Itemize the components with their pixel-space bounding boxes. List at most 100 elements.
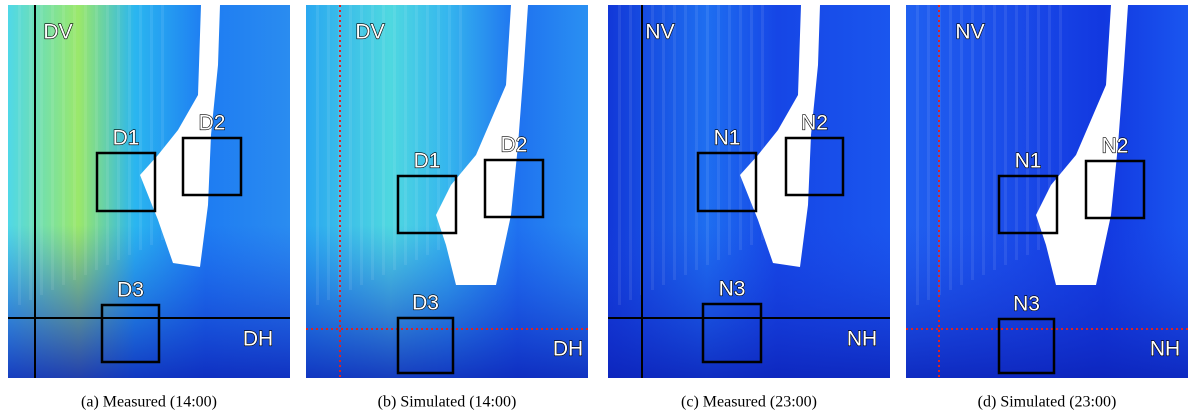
- facade-stripe: [382, 5, 385, 275]
- region-label: N3: [1013, 293, 1040, 316]
- facade-stripe: [128, 5, 131, 255]
- horizontal-line-label: NH: [1150, 338, 1180, 361]
- sky: [436, 5, 528, 285]
- facade-stripe: [29, 5, 32, 300]
- facade-stripe: [404, 5, 407, 265]
- region-label: D2: [501, 134, 528, 157]
- panel: NV NH N1 N2 N3: [906, 5, 1188, 378]
- region-label: D3: [117, 279, 144, 302]
- region-box: [1084, 159, 1146, 220]
- facade-stripe: [662, 5, 665, 285]
- facade-stripe: [629, 5, 632, 300]
- facade-stripe: [949, 5, 952, 290]
- facade-stripe: [448, 5, 451, 245]
- facade-stripe: [960, 5, 963, 285]
- panel: DV DH D1 D2 D3: [306, 5, 588, 378]
- region-box: [483, 158, 545, 219]
- facade-stripe: [40, 5, 43, 295]
- facade-stripe: [1015, 5, 1018, 260]
- ground: [8, 225, 290, 378]
- facade-stripe: [117, 5, 120, 260]
- facade-stripe: [459, 5, 462, 240]
- facade-stripe: [1026, 5, 1029, 255]
- facade-stripe: [993, 5, 996, 270]
- region-label: N2: [1102, 135, 1129, 158]
- ground: [306, 225, 588, 378]
- horizontal-line-label: DH: [553, 338, 583, 361]
- panels: DV DH D1 D2 D3 (a) Measured (14:00) DV DH D1 D2 D3…: [8, 5, 1188, 411]
- facade-stripe: [95, 5, 98, 270]
- caption: (a) Measured (14:00): [81, 394, 217, 411]
- region-box: [701, 302, 763, 364]
- region-box: [396, 316, 455, 375]
- facade-stripe: [437, 5, 440, 250]
- caption: (c) Measured (23:00): [681, 394, 817, 411]
- facade-stripe: [1048, 5, 1051, 245]
- panel: DV DH D1 D2 D3: [8, 5, 290, 378]
- facade-stripe: [106, 5, 109, 265]
- region-label: D3: [412, 292, 439, 315]
- facade-stripe: [415, 5, 418, 260]
- facade-stripe: [360, 5, 363, 285]
- facade-stripe: [684, 5, 687, 275]
- ground: [906, 225, 1188, 378]
- facade-stripe: [673, 5, 676, 280]
- sky: [140, 5, 220, 267]
- facade-stripe: [327, 5, 330, 300]
- facade-stripe: [1059, 5, 1062, 240]
- region-label: D1: [414, 150, 441, 173]
- region-label: D1: [113, 127, 140, 150]
- sky: [1036, 5, 1128, 285]
- vertical-line-label: NV: [955, 21, 984, 44]
- region-label: N1: [1015, 150, 1042, 173]
- facade-stripe: [761, 5, 764, 240]
- region-box: [784, 136, 845, 197]
- facade-stripe: [73, 5, 76, 280]
- facade-stripe: [927, 5, 930, 300]
- caption: (b) Simulated (14:00): [378, 394, 517, 411]
- region-box: [997, 174, 1059, 235]
- facade-stripe: [316, 5, 319, 305]
- region-label: N1: [714, 127, 741, 150]
- facade-stripe: [695, 5, 698, 270]
- facade-stripe: [349, 5, 352, 290]
- region-box: [181, 136, 243, 197]
- region-box: [396, 174, 458, 235]
- region-label: N3: [719, 278, 746, 301]
- facade-stripe: [971, 5, 974, 280]
- facade-stripe: [150, 5, 153, 245]
- facade-stripe: [717, 5, 720, 260]
- vertical-line-label: DV: [43, 21, 72, 44]
- facade-stripe: [982, 5, 985, 275]
- facade-stripe: [1004, 5, 1007, 265]
- region-box: [100, 303, 161, 364]
- region-box: [95, 151, 157, 213]
- region-label: N2: [801, 112, 828, 135]
- facade-stripe: [139, 5, 142, 250]
- ground: [608, 225, 890, 378]
- region-label: D2: [199, 112, 226, 135]
- facade-stripe: [84, 5, 87, 275]
- facade-stripe: [371, 5, 374, 280]
- vertical-line-label: NV: [645, 21, 674, 44]
- facade-stripe: [51, 5, 54, 290]
- facade-stripe: [393, 5, 396, 270]
- facade-stripe: [750, 5, 753, 245]
- facade-stripe: [62, 5, 65, 285]
- facade-stripe: [728, 5, 731, 255]
- horizontal-line-label: NH: [847, 328, 877, 351]
- horizontal-line-label: DH: [243, 328, 273, 351]
- facade-stripe: [18, 5, 21, 305]
- region-box: [997, 317, 1056, 375]
- facade-stripe: [651, 5, 654, 290]
- sky: [740, 5, 820, 267]
- facade-stripe: [1037, 5, 1040, 250]
- caption: (d) Simulated (23:00): [978, 394, 1117, 411]
- facade-stripe: [739, 5, 742, 250]
- facade-stripe: [916, 5, 919, 305]
- facade-stripe: [706, 5, 709, 265]
- facade-stripe: [161, 5, 164, 240]
- panel: NV NH N1 N2 N3: [608, 5, 890, 378]
- vertical-line-label: DV: [355, 21, 384, 44]
